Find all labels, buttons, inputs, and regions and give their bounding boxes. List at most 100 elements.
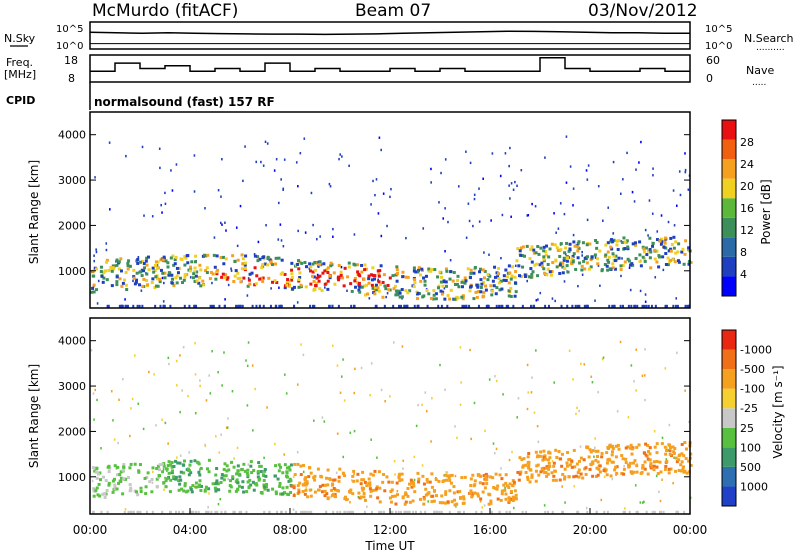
heatmap-cell <box>90 290 94 294</box>
colorbar-swatch <box>722 388 736 409</box>
heatmap-cell <box>568 349 571 352</box>
colorbar-tick-label: -500 <box>740 363 765 376</box>
heatmap-cell <box>281 486 285 490</box>
heatmap-cell <box>404 275 408 279</box>
heatmap-cell <box>207 506 209 509</box>
heatmap-cell <box>456 436 458 440</box>
heatmap-cell <box>99 270 103 274</box>
heatmap-cell <box>479 474 483 478</box>
heatmap-cell <box>236 464 240 468</box>
heatmap-cell <box>427 267 431 271</box>
heatmap-cell <box>553 469 557 473</box>
heatmap-cell <box>635 464 639 468</box>
heatmap-cell <box>572 187 575 190</box>
heatmap-cell <box>228 489 232 493</box>
heatmap-cell <box>164 421 167 425</box>
heatmap-cell <box>397 289 401 293</box>
heatmap-cell <box>426 480 430 484</box>
heatmap-cell <box>192 272 196 276</box>
heatmap-cell <box>130 407 132 410</box>
heatmap-cell <box>249 460 253 464</box>
heatmap-cell <box>113 486 117 490</box>
heatmap-cell <box>501 213 504 217</box>
heatmap-cell <box>528 257 532 261</box>
heatmap-cell <box>585 255 589 259</box>
heatmap-cell <box>281 271 285 275</box>
heatmap-cell <box>135 278 139 282</box>
heatmap-cell <box>262 304 265 308</box>
heatmap-cell <box>465 236 468 239</box>
colorbar-swatch <box>722 349 736 370</box>
heatmap-cell <box>684 168 687 172</box>
colorbar-tick-label: 20 <box>740 180 754 193</box>
heatmap-cell <box>353 472 355 476</box>
heatmap-cell <box>511 265 515 269</box>
heatmap-cell <box>543 454 547 458</box>
heatmap-cell <box>388 276 392 280</box>
heatmap-cell <box>518 274 522 278</box>
heatmap-cell <box>261 255 265 259</box>
heatmap-cell <box>439 280 443 284</box>
heatmap-cell <box>340 375 343 378</box>
heatmap-cell <box>667 249 671 253</box>
heatmap-cell <box>565 464 569 468</box>
heatmap-cell <box>154 304 157 308</box>
heatmap-cell <box>246 473 250 477</box>
heatmap-cell <box>400 478 404 482</box>
heatmap-cell <box>548 456 552 460</box>
heatmap-cell <box>422 482 426 486</box>
heatmap-cell <box>608 304 611 308</box>
heatmap-cell <box>566 270 570 274</box>
heatmap-cell <box>687 459 691 463</box>
heatmap-cell <box>370 510 373 514</box>
heatmap-cell <box>626 247 630 251</box>
heatmap-cell <box>462 495 466 499</box>
heatmap-cell <box>476 492 480 496</box>
heatmap-cell <box>137 510 140 514</box>
heatmap-cell <box>516 247 520 251</box>
heatmap-cell <box>461 294 465 298</box>
heatmap-cell <box>254 387 256 391</box>
heatmap-cell <box>204 269 208 273</box>
heatmap-cell <box>397 510 400 514</box>
heatmap-cell <box>161 211 163 214</box>
heatmap-cell <box>234 269 238 273</box>
heatmap-cell <box>623 260 627 264</box>
heatmap-cell <box>392 341 395 344</box>
heatmap-cell <box>469 348 471 352</box>
heatmap-cell <box>365 283 369 287</box>
heatmap-cell <box>221 272 225 276</box>
heatmap-cell <box>656 472 660 476</box>
heatmap-cell <box>487 492 491 496</box>
heatmap-cell <box>235 226 238 229</box>
heatmap-cell <box>436 286 440 290</box>
heatmap-cell <box>391 494 395 498</box>
heatmap-cell <box>125 288 129 292</box>
heatmap-cell <box>368 487 372 491</box>
heatmap-cell <box>280 304 283 308</box>
heatmap-cell <box>297 229 300 233</box>
heatmap-cell <box>412 484 416 488</box>
heatmap-cell <box>494 472 498 476</box>
heatmap-cell <box>159 166 161 170</box>
heatmap-cell <box>627 259 631 263</box>
heatmap-cell <box>530 475 534 479</box>
heatmap-cell <box>505 304 508 308</box>
heatmap-cell <box>397 476 401 480</box>
heatmap-cell <box>470 437 472 441</box>
heatmap-cell <box>594 449 598 453</box>
heatmap-cell <box>239 280 243 284</box>
heatmap-cell <box>243 263 247 267</box>
heatmap-cell <box>145 256 149 260</box>
heatmap-cell <box>507 264 511 268</box>
heatmap-cell <box>199 466 203 470</box>
heatmap-cell <box>188 269 192 273</box>
heatmap-cell <box>404 491 408 495</box>
heatmap-cell <box>432 499 436 503</box>
heatmap-cell <box>333 282 337 286</box>
heatmap-cell <box>611 447 615 451</box>
heatmap-cell <box>308 466 312 470</box>
heatmap-cell <box>514 180 516 184</box>
heatmap-cell <box>449 259 452 262</box>
heatmap-cell <box>437 284 441 288</box>
